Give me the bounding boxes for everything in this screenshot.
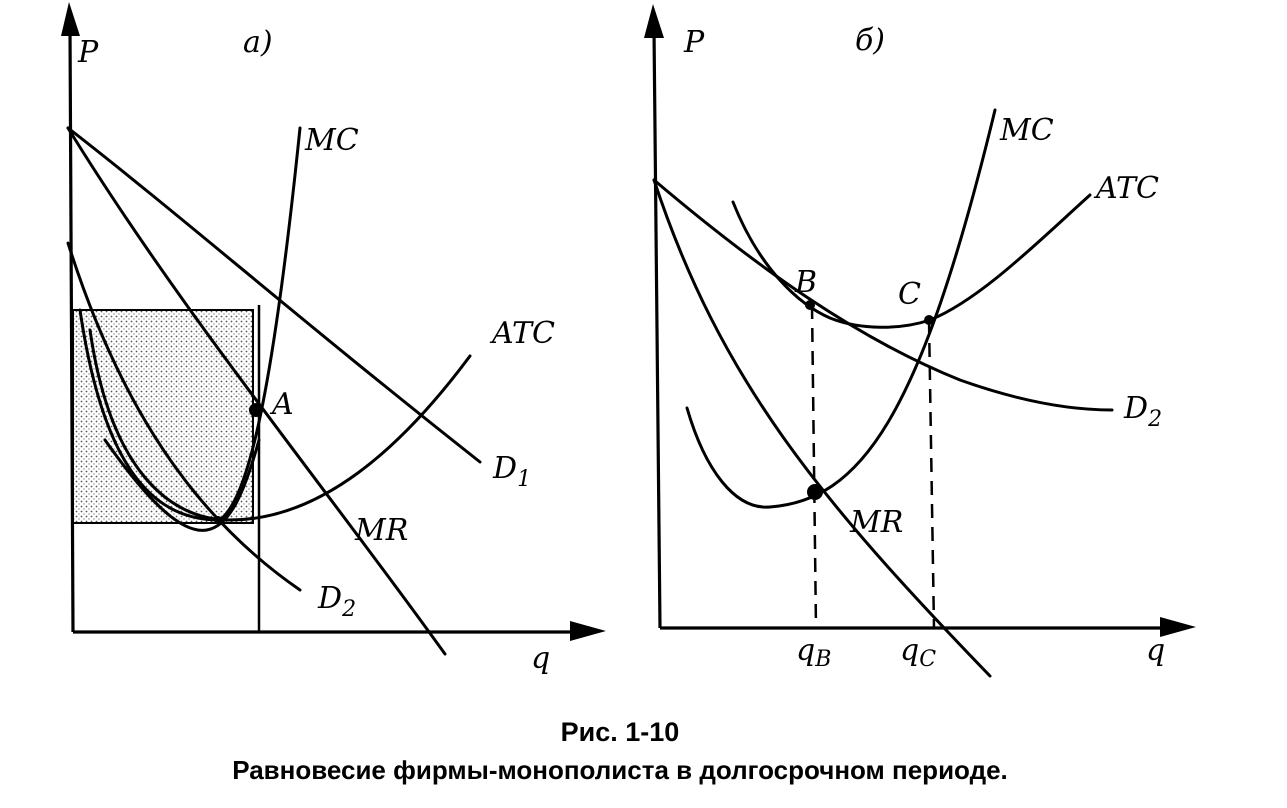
- d1-label-sub: 1: [517, 467, 531, 492]
- point-c-label: C: [898, 277, 921, 312]
- axis-y-label-b: P: [683, 25, 705, 60]
- panel-b: P б) q MC ATC B C D2 MR qB qC: [644, 4, 1196, 678]
- mr-curve-b: [652, 178, 992, 678]
- y-axis-b: [652, 29, 662, 629]
- atc-label-a: ATC: [489, 316, 555, 351]
- axis-y-label-a: P: [77, 35, 99, 70]
- d1-label: D1: [492, 451, 531, 492]
- caption-title: Рис. 1-10: [561, 717, 680, 747]
- mr-mc-intersection-marker: [807, 484, 823, 500]
- atc-curve-b: [731, 193, 1092, 329]
- axis-x-label-a: q: [531, 641, 550, 676]
- tick-qb-label: qB: [796, 633, 831, 672]
- point-c-marker: [924, 315, 934, 325]
- panel-b-tag: б): [855, 23, 885, 58]
- caption-text: Равновесие фирмы-монополиста в долгосроч…: [232, 755, 1008, 785]
- mc-curve-b: [685, 108, 997, 509]
- tangency-marker-a: [214, 516, 222, 524]
- panel-a: P а) q MC ATC A D1 MR D2: [61, 2, 606, 676]
- tick-qb-main: q: [796, 633, 815, 668]
- point-b-label: B: [794, 265, 817, 300]
- point-a-marker: [249, 403, 263, 417]
- d1-curve: [66, 126, 482, 464]
- y-axis-arrow-b: [644, 4, 664, 38]
- guide-line-qc: [927, 319, 936, 629]
- axis-x-label-b: q: [1146, 633, 1165, 668]
- tick-qb-sub: B: [814, 647, 831, 672]
- point-a-label: A: [269, 387, 294, 422]
- d2-label-a: D2: [317, 581, 356, 622]
- atc-curve-a: [88, 328, 472, 522]
- d2-label-b: D2: [1123, 391, 1162, 432]
- panel-a-tag: а): [243, 25, 273, 60]
- x-axis-arrow-a: [570, 621, 606, 641]
- figure-caption: Рис. 1-10 Равновесие фирмы-монополиста в…: [232, 717, 1008, 785]
- mc-label-a: MC: [304, 123, 359, 158]
- d1-label-main: D: [492, 451, 517, 486]
- atc-label-b: ATC: [1093, 171, 1159, 206]
- y-axis-arrow-a: [61, 2, 80, 36]
- d2-curve-b: [652, 178, 1114, 412]
- guide-line-qb: [810, 304, 818, 629]
- y-axis-a: [68, 27, 75, 633]
- mr-label-a: MR: [354, 513, 408, 548]
- d2-label-a-main: D: [317, 581, 342, 616]
- d2-curve: [66, 241, 302, 592]
- d2-label-b-sub: 2: [1147, 407, 1162, 432]
- mr-label-b: MR: [849, 505, 903, 540]
- point-b-marker: [805, 300, 815, 310]
- tick-qc-label: qC: [900, 633, 936, 672]
- mc-label-b: MC: [999, 113, 1054, 148]
- d2-label-a-sub: 2: [341, 597, 356, 622]
- tick-qc-main: q: [900, 633, 919, 668]
- d2-label-b-main: D: [1123, 391, 1148, 426]
- mr2-curve: [103, 438, 261, 532]
- tick-qc-sub: C: [919, 647, 936, 672]
- mr-curve-a: [66, 126, 447, 656]
- x-axis-arrow-b: [1160, 617, 1196, 637]
- profit-area: [72, 309, 254, 524]
